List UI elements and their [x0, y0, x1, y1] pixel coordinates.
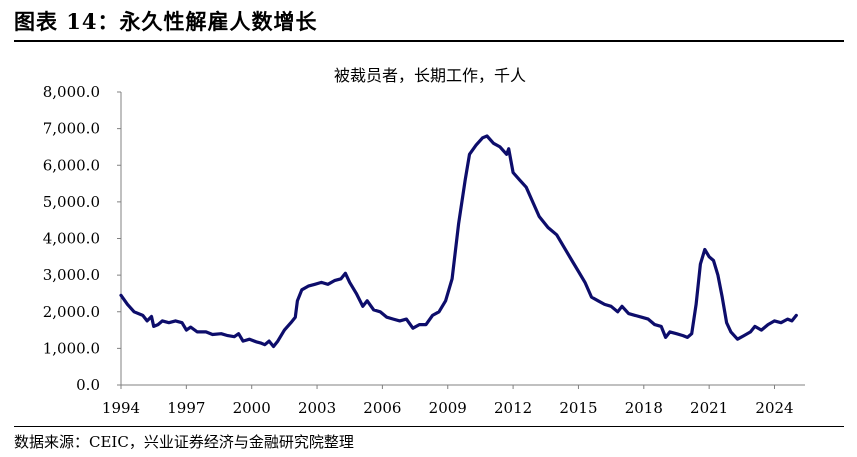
x-tick-label: 2000 [233, 399, 271, 417]
y-tick-label: 8,000.0 [43, 83, 100, 101]
y-tick-label: 7,000.0 [43, 120, 100, 138]
source-rule [14, 426, 844, 427]
x-tick-label: 2018 [625, 399, 663, 417]
x-tick-label: 2024 [755, 399, 793, 417]
y-tick-label: 6,000.0 [43, 156, 100, 174]
y-tick-label: 5,000.0 [43, 193, 100, 211]
source-note: 数据来源：CEIC，兴业证券经济与金融研究院整理 [14, 433, 354, 451]
x-axis-ticks: 1994 1997 2000 2003 2006 2009 2012 2015 2018 2021… [102, 385, 794, 417]
title-rule [14, 40, 844, 42]
x-tick-label: 2006 [363, 399, 401, 417]
x-tick-label: 2015 [559, 399, 597, 417]
x-tick-label: 2009 [429, 399, 467, 417]
x-tick-label: 2003 [298, 399, 336, 417]
y-tick-label: 4,000.0 [43, 230, 100, 248]
x-tick-label: 2012 [494, 399, 532, 417]
chart-title: 被裁员者，长期工作，千人 [334, 66, 526, 85]
x-tick-label: 1997 [167, 399, 205, 417]
x-tick-label: 2021 [690, 399, 728, 417]
y-tick-label: 0.0 [76, 376, 100, 394]
y-tick-label: 2,000.0 [43, 303, 100, 321]
y-tick-label: 1,000.0 [43, 339, 100, 357]
figure-title: 图表 14：永久性解雇人数增长 [14, 9, 318, 34]
x-tick-label: 1994 [102, 399, 140, 417]
y-axis-ticks: 0.0 1,000.0 2,000.0 3,000.0 4,000.0 5,000.0 6,… [43, 83, 121, 394]
series-line [119, 134, 798, 349]
y-tick-label: 3,000.0 [43, 266, 100, 284]
